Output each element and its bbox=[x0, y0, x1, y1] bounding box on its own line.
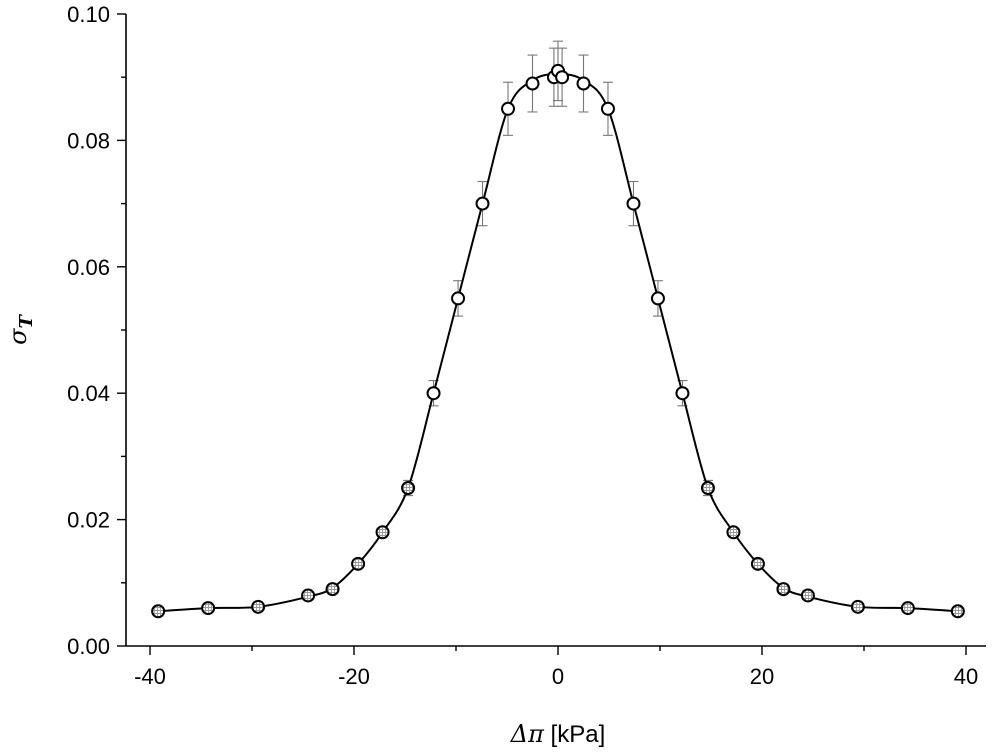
data-point-hatched bbox=[301, 588, 316, 603]
y-tick-label: 0.04 bbox=[67, 381, 110, 406]
y-tick-label: 0.06 bbox=[67, 255, 110, 280]
data-point-open bbox=[675, 386, 690, 401]
data-point-hatched bbox=[726, 525, 741, 540]
y-axis-label-symbol: σ bbox=[4, 328, 32, 345]
x-axis-label: Δπ [kPa] bbox=[510, 720, 605, 748]
x-tick-label: 0 bbox=[552, 664, 564, 689]
data-point-open bbox=[475, 196, 490, 211]
y-tick-label: 0.08 bbox=[67, 128, 110, 153]
data-point-hatched bbox=[325, 582, 340, 597]
x-axis-label-unit: [kPa] bbox=[544, 721, 605, 748]
data-point-open bbox=[555, 70, 570, 85]
data-points bbox=[151, 63, 965, 619]
error-bars bbox=[403, 40, 713, 497]
x-tick-label: 40 bbox=[954, 664, 978, 689]
data-point-open bbox=[626, 196, 641, 211]
x-tick-label: -40 bbox=[134, 664, 166, 689]
x-tick-label: 20 bbox=[750, 664, 774, 689]
data-point-hatched bbox=[251, 599, 266, 614]
data-point-hatched bbox=[950, 604, 965, 619]
fit-curve bbox=[158, 73, 958, 613]
data-point-open bbox=[600, 101, 615, 116]
y-axis-label: σT bbox=[4, 314, 37, 345]
y-tick-label: 0.00 bbox=[67, 634, 110, 659]
data-point-hatched bbox=[750, 556, 765, 571]
data-point-hatched bbox=[151, 604, 166, 619]
y-tick-label: 0.02 bbox=[67, 508, 110, 533]
data-point-hatched bbox=[351, 556, 366, 571]
x-axis-label-symbol: Δπ bbox=[510, 720, 545, 748]
y-tick-label: 0.10 bbox=[67, 2, 110, 27]
data-point-hatched bbox=[900, 601, 915, 616]
data-point-open bbox=[525, 76, 540, 91]
data-point-open bbox=[650, 291, 665, 306]
y-axis-label-subscript: T bbox=[16, 314, 37, 329]
tick-labels: -40 -20 0 20 40 0.00 0.02 0.04 0.06 0.08 0.10 bbox=[67, 2, 978, 689]
axes bbox=[125, 14, 986, 647]
data-point-open bbox=[501, 101, 516, 116]
data-point-hatched bbox=[401, 481, 416, 495]
data-point-hatched bbox=[776, 582, 791, 597]
data-point-hatched bbox=[700, 481, 715, 495]
data-point-hatched bbox=[800, 588, 815, 603]
data-point-hatched bbox=[201, 601, 216, 616]
data-point-open bbox=[426, 386, 441, 401]
data-point-open bbox=[576, 76, 591, 91]
axis-ticks bbox=[117, 13, 967, 655]
x-tick-label: -20 bbox=[338, 664, 370, 689]
data-point-hatched bbox=[850, 599, 865, 614]
data-point-open bbox=[451, 291, 466, 306]
data-point-hatched bbox=[375, 525, 390, 540]
